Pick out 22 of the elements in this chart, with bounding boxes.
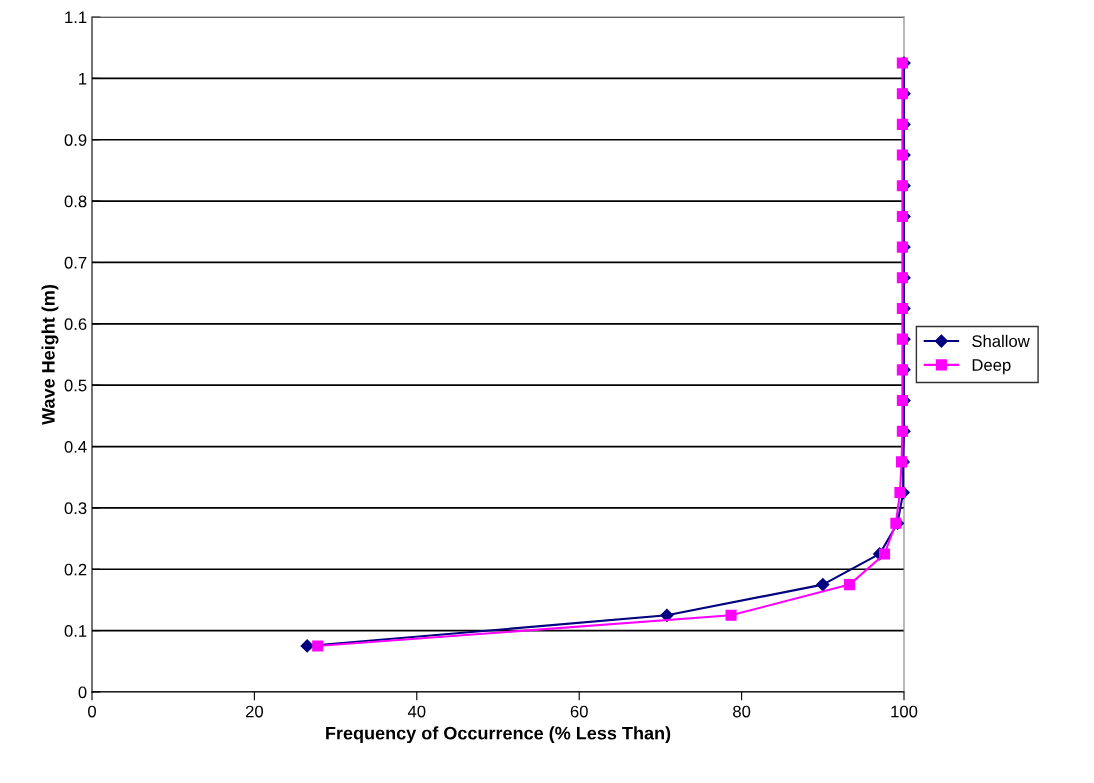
x-tick-label: 0 — [88, 705, 96, 718]
y-tick-label: 0.8 — [64, 195, 87, 208]
y-tick-label: 0.5 — [64, 379, 87, 392]
y-tick-label: 1.1 — [65, 11, 87, 24]
legend-label: Shallow — [972, 334, 1030, 348]
x-tick-label: 40 — [407, 705, 426, 718]
x-tick-label: 100 — [891, 705, 918, 718]
y-axis-title: Wave Height (m) — [41, 285, 59, 425]
y-tick-label: 0.2 — [64, 563, 87, 576]
y-tick-label: 0 — [78, 686, 87, 699]
y-tick-label: 1 — [79, 72, 87, 85]
y-tick-label: 0.6 — [64, 318, 87, 331]
y-tick-label: 0.4 — [64, 440, 87, 453]
legend-label: Deep — [972, 359, 1011, 375]
x-tick-label: 20 — [245, 705, 264, 718]
x-tick-label: 60 — [570, 705, 588, 718]
y-tick-label: 0.7 — [64, 256, 87, 269]
x-axis-title: Frequency of Occurrence (% Less Than) — [326, 726, 671, 744]
x-tick-label: 80 — [733, 705, 751, 718]
y-tick-label: 0.3 — [64, 502, 87, 515]
y-tick-label: 0.1 — [64, 625, 87, 637]
y-tick-label: 0.9 — [64, 134, 87, 146]
